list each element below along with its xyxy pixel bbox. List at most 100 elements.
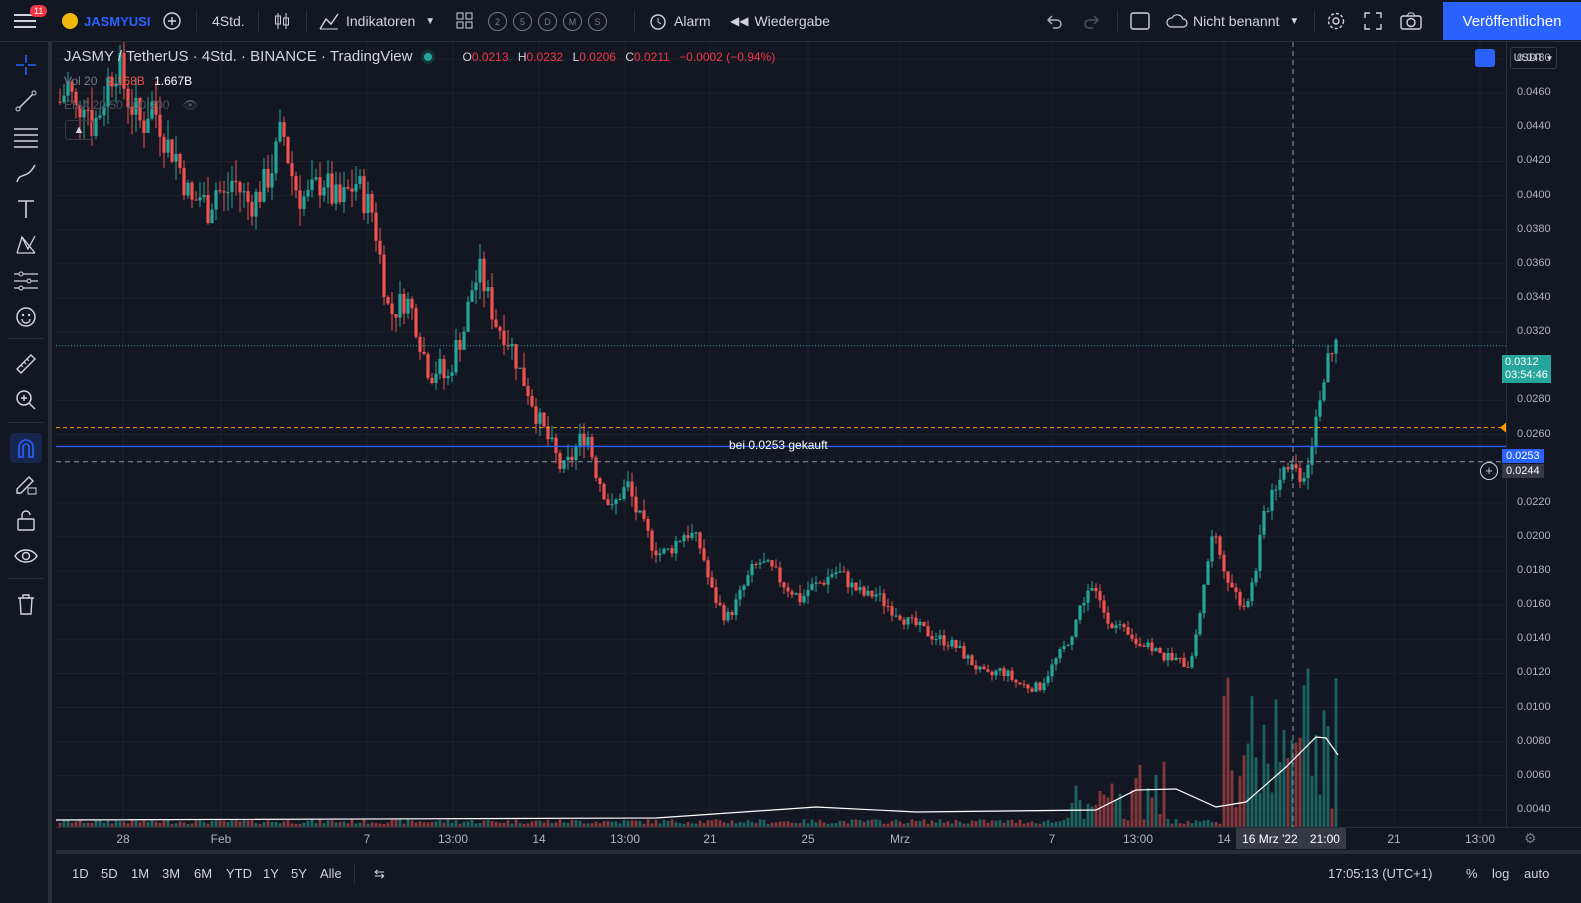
range-5y[interactable]: 5Y: [291, 866, 307, 881]
hidden-eye-icon[interactable]: 👁: [182, 98, 198, 112]
ema-legend[interactable]: EMA 20 50 100 200 👁: [64, 98, 198, 112]
volume-legend[interactable]: Vol 20 2.168B 1.667B: [64, 74, 192, 88]
volume-bar: [246, 820, 250, 827]
interval-button[interactable]: 4Std.: [212, 13, 245, 29]
range-1m[interactable]: 1M: [131, 866, 150, 881]
quick-interval-m[interactable]: M: [563, 11, 582, 31]
brush-icon[interactable]: [10, 158, 42, 188]
price-chart[interactable]: [56, 42, 1506, 827]
candle-body: [594, 457, 598, 479]
candle-body: [526, 386, 530, 396]
quick-interval-2[interactable]: 2: [488, 11, 507, 31]
quick-interval-5[interactable]: 5: [513, 11, 532, 31]
menu-icon[interactable]: [14, 0, 36, 42]
zoom-in-icon[interactable]: [10, 385, 42, 415]
currency-selector[interactable]: USDT ▼: [1510, 47, 1557, 69]
price-tick: 0.0460: [1517, 86, 1551, 99]
range-ytd[interactable]: YTD: [226, 866, 252, 881]
candle-body: [422, 351, 426, 354]
trash-icon[interactable]: [10, 589, 42, 619]
candle-body: [858, 587, 862, 591]
lock-drawing-pencil-icon[interactable]: [10, 469, 42, 499]
replay-button[interactable]: ◀◀ Wiedergabe: [730, 0, 830, 42]
volume-bar: [326, 820, 330, 827]
text-icon[interactable]: [10, 194, 42, 224]
candle-body: [1210, 536, 1214, 562]
symbol-search-button[interactable]: JASMYUSI: [62, 0, 150, 42]
axis-settings-gear-icon[interactable]: ⚙: [1524, 830, 1537, 846]
camera-icon[interactable]: [1400, 0, 1422, 42]
range-6m[interactable]: 6M: [194, 866, 213, 881]
price-tick: 0.0180: [1517, 564, 1551, 577]
lock-icon[interactable]: [10, 505, 42, 535]
volume-bar: [462, 821, 466, 827]
chart-type-candles-icon[interactable]: [272, 0, 292, 42]
candle-body: [998, 668, 1002, 671]
time-tick: 7: [1048, 832, 1056, 846]
volume-bar: [842, 820, 846, 827]
range-all[interactable]: Alle: [320, 866, 342, 881]
candle-body: [626, 481, 630, 488]
price-tick: 0.0260: [1517, 427, 1551, 440]
horizontal-lines-icon[interactable]: [10, 122, 42, 152]
eye-icon[interactable]: [10, 541, 42, 571]
buy-annotation[interactable]: bei 0.0253 gekauft: [729, 438, 828, 452]
add-alert-plus-icon[interactable]: +: [1480, 462, 1498, 480]
undo-icon[interactable]: [1045, 0, 1063, 42]
volume-bar: [1054, 821, 1058, 827]
time-tick: Mrz: [890, 832, 910, 846]
candle-body: [138, 97, 142, 121]
fullscreen-icon[interactable]: [1364, 0, 1382, 42]
currency-label: USDT: [1513, 52, 1544, 64]
trend-line-icon[interactable]: [10, 86, 42, 116]
candle-body: [130, 106, 134, 115]
candle-body: [1118, 624, 1122, 626]
goto-date-icon[interactable]: ⇆: [374, 866, 385, 881]
candle-body: [142, 120, 146, 133]
log-toggle[interactable]: log: [1492, 866, 1510, 881]
range-1y[interactable]: 1Y: [263, 866, 279, 881]
volume-bar: [1102, 794, 1106, 827]
clock[interactable]: 17:05:13 (UTC+1): [1328, 866, 1433, 881]
fullscreen-layout-icon[interactable]: [1130, 0, 1150, 42]
time-axis[interactable]: 16 Mrz '22 21:00 ⚙ 28 Feb 7 13:00 14 13:00 21 25…: [56, 827, 1581, 849]
prediction-icon[interactable]: [10, 266, 42, 296]
layout-name-button[interactable]: Nicht benannt ▼: [1165, 0, 1299, 42]
alarm-button[interactable]: Alarm: [648, 0, 711, 42]
price-axis[interactable]: 0.0480 0.0460 0.0440 0.0420 0.0400 0.0380 0.03…: [1506, 42, 1581, 827]
candle-body: [502, 330, 506, 346]
publish-button[interactable]: Veröffentlichen: [1443, 2, 1581, 40]
magnet-icon[interactable]: [10, 433, 42, 463]
volume-bar: [138, 822, 142, 827]
price-tick: 0.0360: [1517, 256, 1551, 269]
percent-toggle[interactable]: %: [1466, 866, 1478, 881]
candle-body: [1150, 642, 1154, 652]
auto-toggle[interactable]: auto: [1524, 866, 1550, 881]
redo-icon[interactable]: [1083, 0, 1101, 42]
ruler-icon[interactable]: [10, 349, 42, 379]
collapse-legend-button[interactable]: ▲: [65, 120, 93, 140]
range-5d[interactable]: 5D: [101, 866, 118, 881]
candle-body: [410, 298, 414, 309]
compare-add-icon[interactable]: [162, 0, 182, 42]
range-1d[interactable]: 1D: [72, 866, 89, 881]
candle-body: [702, 548, 706, 561]
volume-bar: [542, 822, 546, 827]
crosshair-icon[interactable]: [10, 50, 42, 80]
quick-interval-d[interactable]: D: [538, 11, 557, 31]
templates-grid-icon[interactable]: [456, 0, 474, 42]
candle-body: [1098, 591, 1102, 601]
volume-bar: [1270, 792, 1274, 827]
scale-toggle-icon[interactable]: [1475, 49, 1495, 67]
candle-body: [442, 359, 446, 379]
quick-interval-s[interactable]: S: [588, 11, 607, 31]
candle-body: [1262, 510, 1266, 535]
emoji-icon[interactable]: [10, 302, 42, 332]
indicators-button[interactable]: Indikatoren ▼: [318, 0, 435, 42]
volume-bar: [634, 820, 638, 827]
range-3m[interactable]: 3M: [162, 866, 181, 881]
pattern-icon[interactable]: [10, 230, 42, 260]
settings-gear-icon[interactable]: [1326, 0, 1346, 42]
volume-bar: [1026, 822, 1030, 827]
volume-bar: [1198, 821, 1202, 827]
